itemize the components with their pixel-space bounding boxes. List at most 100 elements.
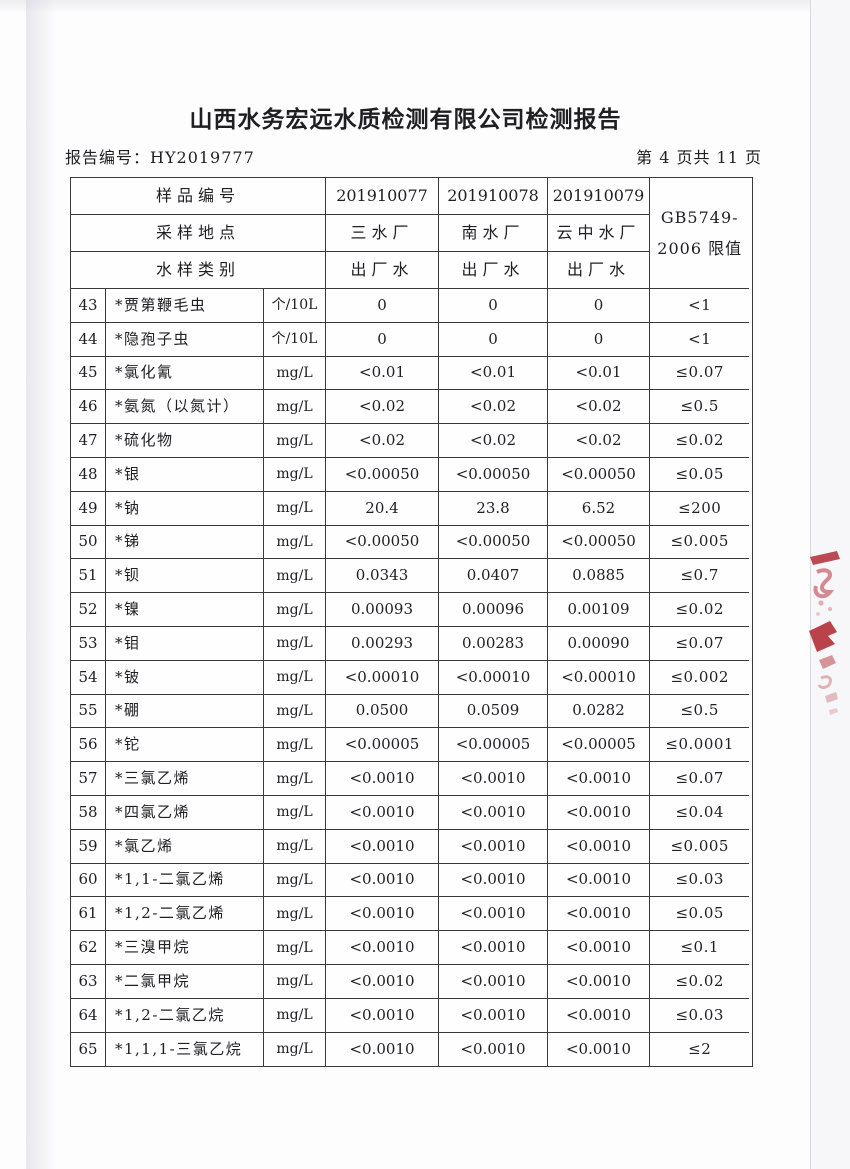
row-number: 46	[71, 390, 106, 425]
parameter-name: *氨氮（以氮计）	[106, 390, 264, 425]
row-number: 61	[71, 897, 106, 932]
header-sample-type-3: 出厂水	[548, 252, 650, 289]
value-sample-201910079: <0.0010	[548, 998, 650, 1033]
results-table: 样品编号 201910077 201910078 201910079 采样地点 …	[70, 177, 753, 1068]
limit-value: ≤0.04	[650, 796, 750, 830]
row-number: 53	[71, 626, 106, 661]
limit-value: ≤0.5	[650, 390, 750, 425]
value-sample-201910078: <0.0010	[439, 795, 548, 830]
limit-value: ≤0.005	[650, 830, 750, 864]
value-sample-201910078: <0.0010	[439, 863, 548, 898]
value-sample-201910078: <0.0010	[439, 829, 548, 864]
table-row: 48 *银 mg/L <0.00050 <0.00050 <0.00050 ≤0…	[71, 457, 752, 492]
table-header: 样品编号 201910077 201910078 201910079 采样地点 …	[71, 178, 752, 289]
row-number: 62	[71, 931, 106, 965]
table-row: 52 *镍 mg/L 0.00093 0.00096 0.00109 ≤0.02	[71, 593, 752, 627]
value-sample-201910077: <0.01	[326, 356, 439, 391]
limit-value: ≤2	[688, 1039, 712, 1058]
value-sample-201910078: 23.8	[439, 491, 548, 526]
row-number: 58	[71, 795, 106, 830]
value-sample-201910077: 0.0500	[326, 694, 439, 729]
limit-value: ≤0.05	[650, 897, 750, 932]
value-sample-201910079: <0.00050	[548, 457, 650, 492]
value-sample-201910078: <0.01	[439, 356, 548, 391]
value-sample-201910077: <0.0010	[326, 829, 439, 864]
parameter-name: *硫化物	[106, 424, 264, 458]
value-sample-201910079: <0.0010	[548, 863, 650, 898]
parameter-name: *氯化氰	[106, 356, 264, 391]
table-row: 63 *二氯甲烷 mg/L <0.0010 <0.0010 <0.0010 ≤0…	[71, 964, 752, 999]
unit: mg/L	[264, 390, 326, 425]
unit: mg/L	[264, 829, 326, 864]
header-sample-no-2: 201910078	[439, 178, 548, 215]
unit: mg/L	[264, 626, 326, 661]
value-sample-201910079: <0.0010	[548, 829, 650, 864]
table-row: 43 *贾第鞭毛虫 个/10L 0 0 0 <1	[71, 289, 752, 323]
limit-value: ≤0.02	[650, 593, 750, 627]
value-sample-201910079: <0.00010	[548, 660, 650, 695]
row-number: 49	[71, 491, 106, 526]
limit-standard-line2: 2006 限值	[657, 238, 743, 258]
parameter-name: *镍	[106, 593, 264, 627]
value-sample-201910079: <0.0010	[548, 964, 650, 999]
value-sample-201910077: 20.4	[326, 491, 439, 526]
value-sample-201910077: <0.0010	[326, 795, 439, 830]
value-sample-201910077: <0.0010	[326, 998, 439, 1033]
value-sample-201910079: <0.0010	[548, 897, 650, 932]
limit-value: ≤200	[650, 492, 750, 526]
value-sample-201910078: 0	[439, 289, 548, 323]
value-sample-201910078: <0.0010	[439, 998, 548, 1033]
table-row: 64 *1,2-二氯乙烷 mg/L <0.0010 <0.0010 <0.001…	[71, 998, 752, 1033]
value-sample-201910078: <0.0010	[439, 931, 548, 965]
value-sample-201910077: 0	[326, 289, 439, 323]
limit-value: ≤0.7	[650, 559, 750, 594]
value-sample-201910078: <0.0010	[439, 762, 548, 796]
value-sample-201910079: <0.00005	[548, 728, 650, 763]
value-sample-201910079: <0.01	[548, 356, 650, 391]
unit: mg/L	[264, 491, 326, 526]
value-sample-201910078: 0.00096	[439, 593, 548, 627]
parameter-name: *1,2-二氯乙烷	[106, 998, 264, 1033]
table-row: 44 *隐孢子虫 个/10L 0 0 0 <1	[71, 322, 752, 357]
limit-value: <1	[650, 323, 750, 357]
table-row: 58 *四氯乙烯 mg/L <0.0010 <0.0010 <0.0010 ≤0…	[71, 795, 752, 830]
table-row: 53 *钼 mg/L 0.00293 0.00283 0.00090 ≤0.07	[71, 626, 752, 661]
table-row: 60 *1,1-二氯乙烯 mg/L <0.0010 <0.0010 <0.001…	[71, 863, 752, 898]
limit-standard-line1: GB5749-	[660, 207, 739, 227]
page-title: 山西水务宏远水质检测有限公司检测报告	[189, 106, 622, 132]
page-indicator: 第 4 页共 11 页	[636, 148, 762, 167]
unit: mg/L	[264, 863, 326, 898]
value-sample-201910077: <0.0010	[326, 1032, 439, 1067]
table-row: 49 *钠 mg/L 20.4 23.8 6.52 ≤200	[71, 491, 752, 526]
parameter-name: *铍	[106, 660, 264, 695]
row-number: 48	[71, 457, 106, 492]
unit: mg/L	[264, 457, 326, 492]
limit-value: ≤0.005	[650, 526, 750, 560]
limit-value: ≤0.03	[650, 864, 750, 898]
value-sample-201910079: 0	[548, 289, 650, 323]
parameter-name: *钼	[106, 626, 264, 661]
table-row: 55 *硼 mg/L 0.0500 0.0509 0.0282 ≤0.5	[71, 694, 752, 729]
unit: 个/10L	[264, 289, 326, 323]
parameter-name: *四氯乙烯	[106, 795, 264, 830]
value-sample-201910079: <0.0010	[548, 762, 650, 796]
limit-value: ≤0.03	[650, 999, 750, 1033]
parameter-name: *氯乙烯	[106, 829, 264, 864]
value-sample-201910077: <0.00010	[326, 660, 439, 695]
table-row: 57 *三氯乙烯 mg/L <0.0010 <0.0010 <0.0010 ≤0…	[71, 762, 752, 796]
value-sample-201910077: <0.0010	[326, 931, 439, 965]
value-sample-201910078: <0.00010	[439, 660, 548, 695]
unit: mg/L	[264, 931, 326, 965]
value-sample-201910077: <0.00050	[326, 457, 439, 492]
value-sample-201910077: <0.0010	[326, 863, 439, 898]
row-number: 55	[71, 694, 106, 729]
value-sample-201910078: <0.00050	[439, 457, 548, 492]
value-sample-201910078: 0.0407	[439, 559, 548, 594]
value-sample-201910079: 6.52	[548, 491, 650, 526]
limit-value: ≤0.02	[650, 965, 750, 999]
table-row: 62 *三溴甲烷 mg/L <0.0010 <0.0010 <0.0010 ≤0…	[71, 931, 752, 965]
parameter-name: *隐孢子虫	[106, 322, 264, 357]
header-sample-no-label: 样品编号	[71, 178, 326, 215]
parameter-name: *铊	[106, 728, 264, 763]
